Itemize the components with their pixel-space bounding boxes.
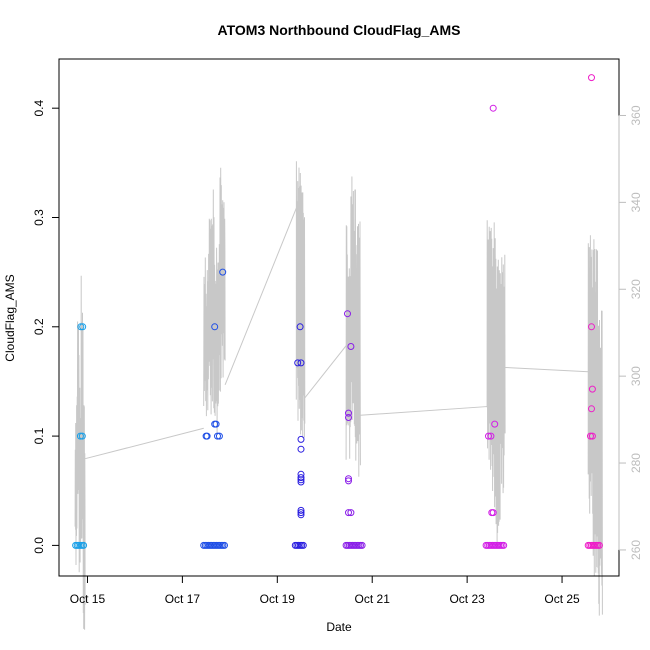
x-tick-label: Oct 19 [260, 592, 296, 606]
scatter-point [345, 414, 352, 421]
scatter-point [297, 509, 305, 517]
secondary-line-segment [74, 275, 86, 630]
y2-tick-label: 280 [629, 453, 643, 473]
scatter-point [487, 432, 495, 440]
scatter-point [297, 445, 305, 453]
scatter-point [77, 323, 85, 331]
scatter-point [78, 432, 86, 440]
secondary-line-segment [587, 235, 603, 616]
scatter-point [215, 432, 223, 440]
x-tick-label: Oct 17 [165, 592, 201, 606]
scatter-point [297, 435, 305, 443]
scatter-point [588, 405, 595, 413]
secondary-line-layer [74, 161, 603, 630]
x-tick-label: Oct 21 [355, 592, 391, 606]
y-tick-label: 0.4 [32, 100, 46, 117]
scatter-point [344, 310, 351, 318]
y-axis-label: CloudFlag_AMS [3, 274, 17, 361]
scatter-point-layer [72, 74, 603, 549]
scatter-point [297, 478, 305, 486]
scatter-point [489, 104, 497, 112]
scatter-point [491, 420, 499, 428]
scatter-point [489, 509, 497, 517]
scatter-point [297, 506, 305, 514]
scatter-point [345, 477, 352, 485]
scatter-point [211, 323, 219, 331]
y2-tick-label: 340 [629, 192, 643, 212]
scatter-point [297, 359, 305, 367]
scatter-point [588, 385, 596, 393]
scatter-point [297, 511, 305, 519]
y-tick-label: 0.1 [32, 427, 46, 444]
secondary-line-connector [360, 406, 488, 416]
scatter-point [347, 509, 355, 517]
y2-tick-label: 360 [629, 105, 643, 125]
scatter-point-zero [595, 541, 603, 549]
scatter-point [587, 432, 594, 440]
x-tick-label: Oct 15 [70, 592, 106, 606]
scatter-point [345, 475, 352, 483]
secondary-line-segment [345, 176, 361, 477]
y2-tick-label: 260 [629, 540, 643, 560]
scatter-point-zero [80, 541, 88, 549]
scatter-point [212, 420, 220, 428]
chart-title: ATOM3 Northbound CloudFlag_AMS [218, 22, 461, 38]
scatter-point [296, 323, 304, 331]
secondary-line-connector [505, 366, 589, 373]
secondary-line-connector [304, 345, 347, 399]
scatter-point-zero [500, 541, 508, 549]
scatter-point [297, 476, 305, 484]
x-axis-label: Date [326, 620, 352, 634]
scatter-point [297, 474, 305, 482]
x-tick-label: Oct 25 [544, 592, 580, 606]
secondary-line-segment [295, 161, 306, 438]
scatter-point-zero [299, 541, 307, 549]
y-axis-left: 0.0 0.1 0.2 0.3 0.4 [32, 100, 60, 554]
scatter-point [79, 323, 87, 331]
secondary-line-segment [486, 220, 506, 549]
scatter-point-zero [358, 541, 366, 549]
scatter-point [347, 343, 355, 350]
scatter-point [203, 432, 211, 440]
scatter-point [214, 432, 221, 440]
secondary-line-connector [224, 202, 300, 386]
y-tick-label: 0.3 [32, 209, 46, 226]
scatter-point [485, 432, 492, 440]
x-axis: Oct 15 Oct 17 Oct 19 Oct 21 Oct 23 Oct 25 [70, 575, 580, 606]
scatter-point [588, 74, 595, 82]
scatter-point-zero [221, 541, 228, 549]
scatter-point [345, 509, 352, 517]
scatter-point [219, 268, 227, 276]
y-tick-label: 0.0 [32, 537, 46, 554]
scatter-point [294, 359, 302, 367]
scatter-point [76, 432, 84, 440]
secondary-line-connector [84, 427, 204, 460]
y-axis-right: 260 280 300 320 340 360 [618, 105, 643, 560]
scatter-point [345, 409, 352, 417]
scatter-point [588, 323, 595, 331]
y2-tick-label: 320 [629, 279, 643, 299]
y2-tick-label: 300 [629, 366, 643, 386]
x-tick-label: Oct 23 [449, 592, 485, 606]
y-tick-label: 0.2 [32, 318, 46, 335]
scatter-point [588, 432, 596, 440]
